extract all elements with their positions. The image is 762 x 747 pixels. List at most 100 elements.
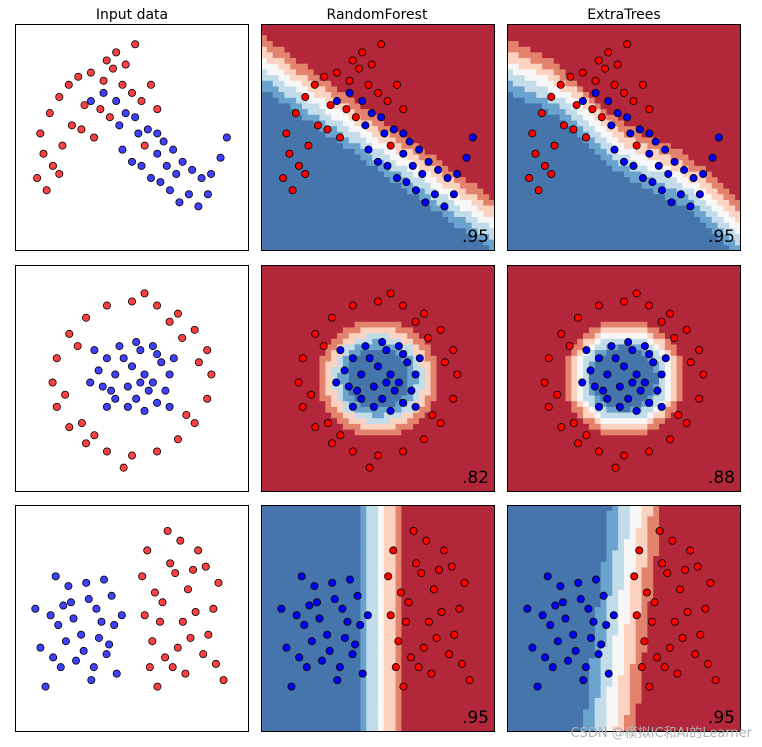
region-cell [290, 239, 297, 246]
region-cell [372, 143, 379, 150]
region-cell [705, 92, 713, 99]
region-cell [354, 137, 362, 144]
point-class-0 [661, 145, 670, 154]
region-cell [313, 41, 321, 48]
region-cell [553, 160, 561, 167]
region-cell [319, 58, 326, 65]
region-cell [407, 205, 414, 212]
region-cell [483, 177, 490, 184]
region-cell [325, 35, 332, 42]
region-cell [261, 165, 268, 173]
region-cell [635, 205, 643, 212]
region-cell [600, 41, 608, 48]
region-cell [360, 24, 367, 31]
region-cell [319, 29, 326, 36]
region-cell [383, 316, 391, 323]
region-cell [735, 245, 741, 251]
region-cell [641, 216, 648, 224]
region-cell [284, 194, 291, 201]
region-cell [395, 367, 402, 374]
region-cell [372, 29, 379, 36]
region-cell [307, 92, 315, 99]
region-cell [694, 46, 701, 53]
region-cell [612, 46, 619, 53]
region-cell [676, 245, 684, 251]
point-class-0 [689, 174, 698, 183]
region-cell [559, 41, 567, 48]
region-cell [430, 310, 438, 317]
region-cell [659, 137, 666, 144]
region-cell [413, 97, 420, 105]
region-cell [624, 165, 631, 173]
region-cell [583, 86, 590, 93]
region-cell [366, 299, 373, 306]
region-cell [454, 350, 461, 357]
region-cell [413, 412, 420, 419]
region-cell [629, 171, 637, 178]
region-cell [266, 103, 274, 110]
region-cell [676, 35, 684, 42]
region-cell [278, 109, 285, 116]
accuracy-score: .95 [708, 227, 735, 247]
region-cell [647, 80, 654, 88]
region-cell [296, 114, 303, 122]
region-cell [342, 412, 350, 419]
region-cell [284, 265, 291, 272]
region-cell [360, 114, 367, 122]
region-cell [676, 86, 684, 93]
region-cell [278, 480, 285, 487]
region-cell [442, 321, 449, 329]
region-cell [670, 205, 678, 212]
region-cell [682, 46, 689, 53]
region-cell [465, 355, 473, 363]
region-cell [577, 211, 584, 218]
region-cell [307, 171, 315, 178]
region-cell [547, 239, 555, 246]
region-cell [477, 395, 484, 402]
region-cell [448, 372, 455, 380]
region-cell [296, 293, 303, 300]
region-cell [348, 103, 356, 110]
region-cell [313, 474, 321, 482]
region-cell [307, 160, 315, 167]
region-cell [600, 154, 608, 161]
region-cell [477, 143, 484, 150]
region-cell [348, 143, 356, 150]
region-cell [448, 440, 455, 448]
region-cell [430, 452, 438, 459]
region-cell [670, 35, 678, 42]
region-cell [536, 211, 543, 218]
region-cell [383, 216, 391, 224]
region-cell [459, 265, 467, 272]
region-cell [301, 372, 309, 380]
region-cell [483, 154, 490, 161]
region-cell [424, 109, 432, 116]
region-cell [313, 131, 321, 139]
region-cell [524, 143, 531, 150]
region-cell [278, 63, 285, 70]
region-cell [594, 148, 602, 156]
region-cell [559, 92, 567, 99]
region-cell [307, 211, 315, 218]
region-cell [694, 69, 701, 76]
region-cell [436, 440, 443, 448]
region-cell [676, 80, 684, 88]
region-cell [454, 418, 461, 425]
region-cell [424, 423, 432, 431]
region-cell [670, 194, 678, 201]
region-cell [477, 103, 484, 110]
region-cell [278, 245, 285, 251]
region-cell [407, 109, 414, 116]
region-cell [454, 316, 461, 323]
region-cell [459, 137, 467, 144]
region-cell [530, 182, 537, 190]
region-cell [378, 154, 385, 161]
region-cell [536, 137, 543, 144]
region-cell [647, 216, 654, 224]
region-cell [547, 103, 555, 110]
region-cell [296, 29, 303, 36]
point-class-1 [399, 105, 408, 114]
region-cell [395, 316, 402, 323]
region-cell [424, 80, 432, 88]
region-cell [676, 69, 684, 76]
